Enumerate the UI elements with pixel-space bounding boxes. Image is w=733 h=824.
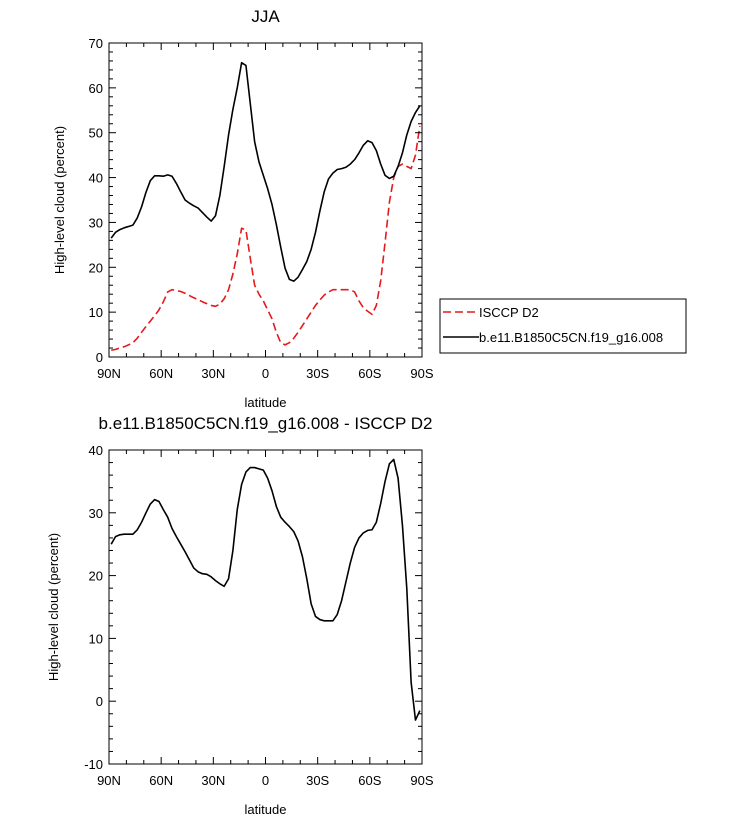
chart-bottom-y-tick-label: 0 [96, 694, 103, 709]
chart-bottom-y-tick-label: -10 [84, 757, 103, 772]
chart-bottom-ylabel: High-level cloud (percent) [46, 533, 61, 681]
chart-top-x-tick-label: 0 [262, 366, 269, 381]
chart-top-y-tick-label: 40 [89, 171, 103, 186]
chart-top-title: JJA [251, 7, 280, 26]
chart-top-ylabel: High-level cloud (percent) [52, 126, 67, 274]
chart-top-series-line-0 [111, 125, 421, 352]
chart-bottom-x-tick-label: 90S [410, 773, 433, 788]
chart-top-y-tick-label: 0 [96, 350, 103, 365]
chart-bottom-title: b.e11.B1850C5CN.f19_g16.008 - ISCCP D2 [99, 414, 433, 433]
chart-bottom: b.e11.B1850C5CN.f19_g16.008 - ISCCP D2 9… [46, 414, 434, 817]
chart-bottom-frame [108, 449, 423, 765]
chart-bottom-x-tick-label: 30N [201, 773, 225, 788]
chart-top: JJA 90N 60N 30N 0 30S 60S 90S 010203040506070 … [52, 7, 434, 410]
chart-top-y-tick-label: 10 [89, 305, 103, 320]
chart-top-y-tick-label: 70 [89, 36, 103, 51]
chart-bottom-x-tick-label: 30S [306, 773, 329, 788]
chart-bottom-x-ticks: 90N 60N 30N 0 30S 60S 90S [97, 450, 434, 788]
chart-bottom-y-tick-label: 30 [89, 506, 103, 521]
chart-top-y-tick-label: 30 [89, 215, 103, 230]
chart-bottom-y-tick-label: 40 [89, 443, 103, 458]
chart-bottom-x-tick-label: 60S [358, 773, 381, 788]
chart-bottom-series [110, 458, 421, 721]
chart-bottom-y-ticks: -10 0 10 20 30 40 [84, 443, 422, 772]
chart-top-x-tick-label: 30N [201, 366, 225, 381]
chart-top-x-tick-label: 30S [306, 366, 329, 381]
legend-box [439, 298, 687, 354]
chart-top-x-ticks: 90N 60N 30N 0 30S 60S 90S [97, 43, 434, 381]
chart-bottom-x-tick-label: 60N [149, 773, 173, 788]
chart-top-y-tick-label: 20 [89, 260, 103, 275]
chart-top-xlabel: latitude [245, 395, 287, 410]
chart-top-y-ticks: 0 10 20 30 40 50 60 70 [89, 36, 422, 365]
chart-bottom-series-line-0 [110, 458, 421, 721]
chart-bottom-xlabel: latitude [245, 802, 287, 817]
chart-bottom-x-tick-label: 0 [262, 773, 269, 788]
chart-bottom-y-tick-label: 10 [89, 631, 103, 646]
chart-top-legend: ISCCP D2 b.e11.B1850C5CN.f19_g16.008 [439, 298, 687, 354]
legend-label-model: b.e11.B1850C5CN.f19_g16.008 [479, 330, 663, 345]
chart-top-series-line-1 [110, 61, 421, 282]
legend-label-isccp: ISCCP D2 [479, 305, 539, 320]
chart-top-x-tick-label: 60N [149, 366, 173, 381]
chart-bottom-x-tick-label: 90N [97, 773, 121, 788]
chart-top-series [110, 61, 421, 352]
chart-top-y-tick-label: 60 [89, 81, 103, 96]
chart-top-y-tick-label: 50 [89, 126, 103, 141]
chart-top-x-tick-label: 90N [97, 366, 121, 381]
chart-top-x-tick-label: 90S [410, 366, 433, 381]
chart-top-x-tick-label: 60S [358, 366, 381, 381]
chart-bottom-y-tick-label: 20 [89, 569, 103, 584]
